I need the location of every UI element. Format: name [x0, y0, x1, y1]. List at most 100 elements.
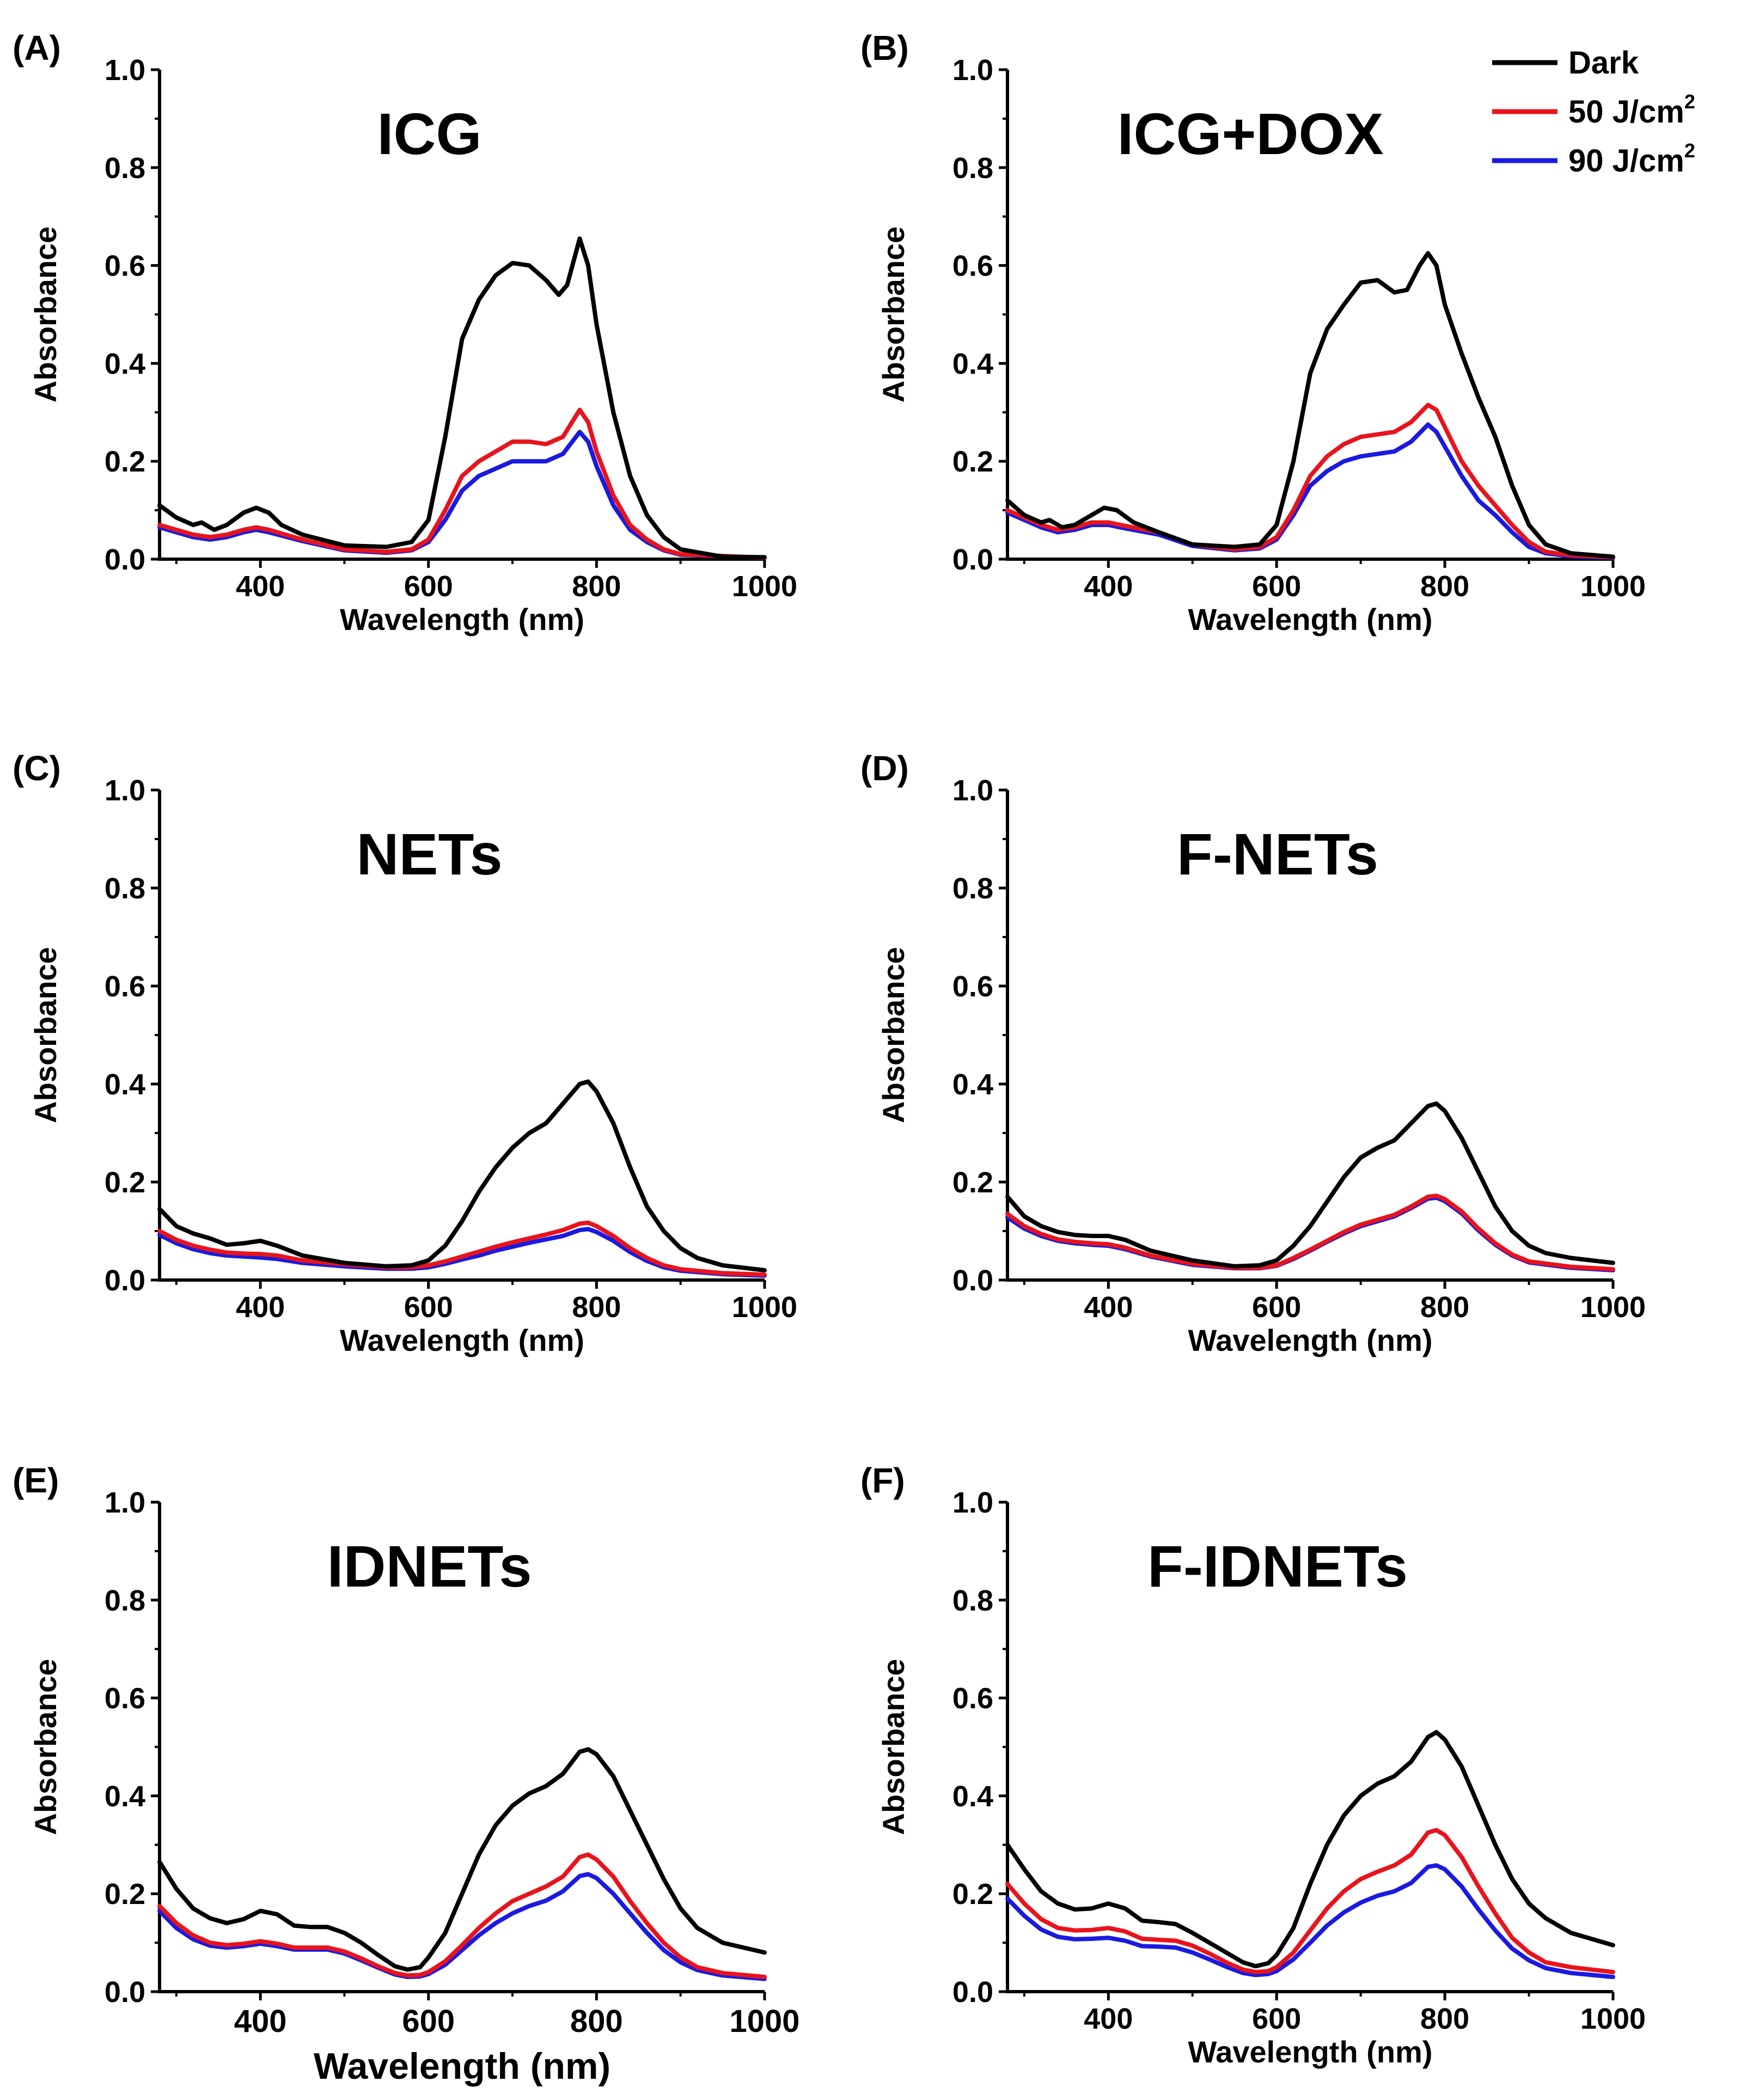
- panel-label: (B): [860, 28, 909, 68]
- y-tick-label: 0.8: [952, 872, 993, 905]
- chart-panel: (A) 0.0 0.2 0.4 0.6 0.8 1.0 400 600 800 1000 Wavele…: [13, 28, 797, 636]
- y-tick-label: 0.8: [952, 1584, 993, 1617]
- panel-label: (C): [13, 749, 61, 788]
- x-axis-title: Wavelength (nm): [340, 602, 584, 636]
- series-line-dark: [1005, 251, 1615, 559]
- series-line-dark: [157, 1747, 767, 1972]
- panel-label: (E): [13, 1461, 59, 1500]
- series-line-50-j-cm2: [1005, 1193, 1615, 1272]
- legend: Dark 50 J/cm2 90 J/cm2: [1492, 45, 1695, 179]
- y-tick-label: 0.2: [952, 1878, 993, 1911]
- y-tick-label: 0.4: [952, 1780, 993, 1813]
- x-tick-label: 600: [1252, 2003, 1301, 2035]
- y-tick-label: 0.0: [105, 1264, 145, 1297]
- legend-label: Dark: [1568, 45, 1639, 81]
- series-line-50-j-cm2: [157, 407, 767, 560]
- legend-superscript: 2: [1684, 90, 1695, 113]
- x-axis-title: Wavelength (nm): [1188, 602, 1432, 636]
- x-tick-label: 400: [236, 1291, 285, 1324]
- y-tick-label: 0.8: [105, 152, 145, 185]
- chart-title: F-IDNETs: [1147, 1533, 1408, 1599]
- y-tick-label: 0.6: [952, 250, 993, 283]
- x-tick-label: 800: [1420, 570, 1469, 603]
- series-line-90-j-cm2: [1005, 422, 1615, 560]
- y-tick-label: 0.6: [105, 970, 145, 1003]
- x-tick-label: 800: [572, 570, 621, 603]
- legend-label: 50 J/cm2: [1568, 90, 1695, 130]
- y-tick-label: 0.4: [952, 1068, 993, 1101]
- x-tick-label: 1000: [1580, 1291, 1646, 1324]
- y-tick-label: 0.6: [105, 1682, 145, 1715]
- panel-label: (A): [13, 28, 61, 68]
- x-tick-label: 400: [1084, 1291, 1133, 1324]
- x-tick-label: 800: [570, 2004, 623, 2039]
- x-tick-label: 1000: [1580, 2003, 1646, 2035]
- y-tick-label: 0.4: [105, 347, 145, 380]
- y-tick-label: 1.0: [952, 54, 993, 87]
- series-line-50-j-cm2: [157, 1220, 767, 1277]
- y-tick-label: 0.4: [105, 1068, 145, 1101]
- y-tick-label: 0.2: [952, 445, 993, 478]
- series-line-90-j-cm2: [1005, 1863, 1615, 1979]
- x-axis-title: Wavelength (nm): [1188, 2035, 1432, 2069]
- x-tick-label: 800: [1420, 2003, 1469, 2035]
- y-tick-label: 0.4: [105, 1780, 145, 1813]
- y-tick-label: 0.2: [105, 1878, 145, 1911]
- x-tick-label: 1000: [732, 570, 797, 603]
- legend-label: 90 J/cm2: [1568, 139, 1695, 179]
- series-line-dark: [1005, 1101, 1615, 1269]
- y-tick-label: 1.0: [952, 1486, 993, 1519]
- y-tick-label: 1.0: [105, 774, 145, 807]
- x-axis-title: Wavelength (nm): [314, 2046, 610, 2087]
- chart-title: IDNETs: [327, 1533, 532, 1599]
- y-axis-title: Absorbance: [28, 1659, 63, 1835]
- y-tick-label: 0.0: [952, 1976, 993, 2009]
- y-tick-label: 0.0: [105, 543, 145, 576]
- x-tick-label: 1000: [1580, 570, 1646, 603]
- x-tick-label: 1000: [732, 1291, 797, 1324]
- y-axis-title: Absorbance: [876, 1659, 911, 1835]
- y-tick-label: 0.2: [105, 1166, 145, 1199]
- x-tick-label: 600: [404, 570, 453, 603]
- chart-panel: (C) 0.0 0.2 0.4 0.6 0.8 1.0 400 600 800 1000 Wavele…: [13, 749, 797, 1357]
- x-tick-label: 400: [1084, 570, 1133, 603]
- y-tick-label: 0.8: [105, 1584, 145, 1617]
- panel-label: (F): [860, 1461, 905, 1500]
- series-line-90-j-cm2: [157, 1872, 767, 1981]
- chart-panel: (E) 0.0 0.2 0.4 0.6 0.8 1.0 400 600 800 1000 Wavele…: [13, 1461, 800, 2087]
- y-axis-title: Absorbance: [28, 947, 63, 1123]
- y-tick-label: 0.6: [952, 970, 993, 1003]
- x-tick-label: 600: [1252, 1291, 1301, 1324]
- series-line-dark: [157, 236, 767, 560]
- x-tick-label: 1000: [729, 2004, 799, 2039]
- series-line-50-j-cm2: [1005, 1828, 1615, 1974]
- y-tick-label: 1.0: [105, 54, 145, 87]
- x-tick-label: 800: [572, 1291, 621, 1324]
- x-tick-label: 400: [234, 2004, 287, 2039]
- x-tick-label: 600: [1252, 570, 1301, 603]
- series-line-50-j-cm2: [157, 1852, 767, 1979]
- x-tick-label: 600: [402, 2004, 455, 2039]
- y-tick-label: 0.0: [952, 1264, 993, 1297]
- chart-title: ICG: [377, 101, 481, 167]
- y-tick-label: 0.6: [105, 250, 145, 283]
- y-tick-label: 0.6: [952, 1682, 993, 1715]
- y-tick-label: 1.0: [952, 774, 993, 807]
- x-tick-label: 400: [1084, 2003, 1133, 2035]
- y-axis-title: Absorbance: [876, 947, 911, 1123]
- y-tick-label: 0.0: [105, 1976, 145, 2009]
- y-tick-label: 0.2: [105, 445, 145, 478]
- x-tick-label: 400: [236, 570, 285, 603]
- y-tick-label: 0.2: [952, 1166, 993, 1199]
- x-tick-label: 800: [1420, 1291, 1469, 1324]
- series-line-dark: [1005, 1730, 1615, 1969]
- y-tick-label: 0.8: [952, 152, 993, 185]
- chart-title: ICG+DOX: [1117, 101, 1383, 167]
- y-axis-title: Absorbance: [28, 226, 63, 403]
- y-tick-label: 1.0: [105, 1486, 145, 1519]
- panel-label: (D): [860, 749, 909, 788]
- chart-title: F-NETs: [1177, 821, 1378, 887]
- y-axis-title: Absorbance: [876, 226, 911, 403]
- y-tick-label: 0.8: [105, 872, 145, 905]
